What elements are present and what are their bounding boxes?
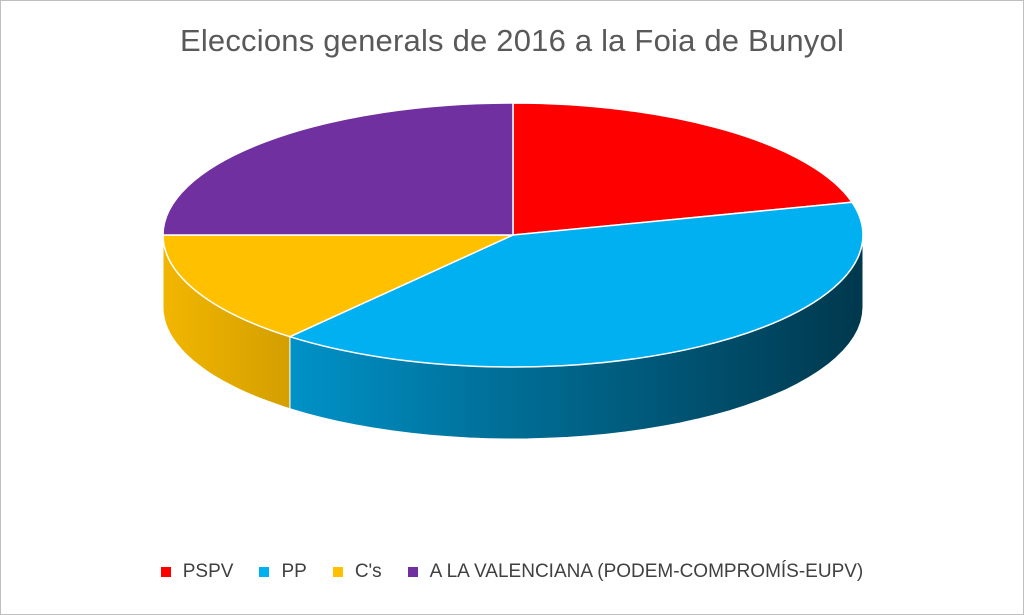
legend-label: A LA VALENCIANA (PODEM-COMPROMÍS-EUPV) <box>429 561 864 582</box>
pie-top <box>162 102 864 368</box>
legend: PSPV PP C's A LA VALENCIANA (PODEM-COMPROMÍ… <box>1 561 1023 583</box>
legend-label: PP <box>281 561 307 582</box>
legend-swatch <box>407 567 418 577</box>
pie-slice-pspv <box>512 102 854 236</box>
legend-swatch <box>160 567 171 577</box>
legend-swatch <box>259 567 270 577</box>
pie-slice-a-la-valenciana-podem-comprom-s-eupv <box>162 102 514 236</box>
pie-slice-c-s <box>162 234 514 338</box>
legend-label: C's <box>354 561 382 582</box>
legend-item-a-la-valenciana-podem-comprom-s-eupv: A LA VALENCIANA (PODEM-COMPROMÍS-EUPV) <box>407 561 864 583</box>
legend-label: PSPV <box>182 561 234 582</box>
legend-item-c-s: C's <box>332 561 382 583</box>
pie-slice-pp <box>287 201 864 368</box>
legend-item-pp: PP <box>259 561 307 583</box>
legend-swatch <box>332 567 343 577</box>
legend-item-pspv: PSPV <box>160 561 234 583</box>
chart-title: Eleccions generals de 2016 a la Foia de … <box>179 23 845 58</box>
